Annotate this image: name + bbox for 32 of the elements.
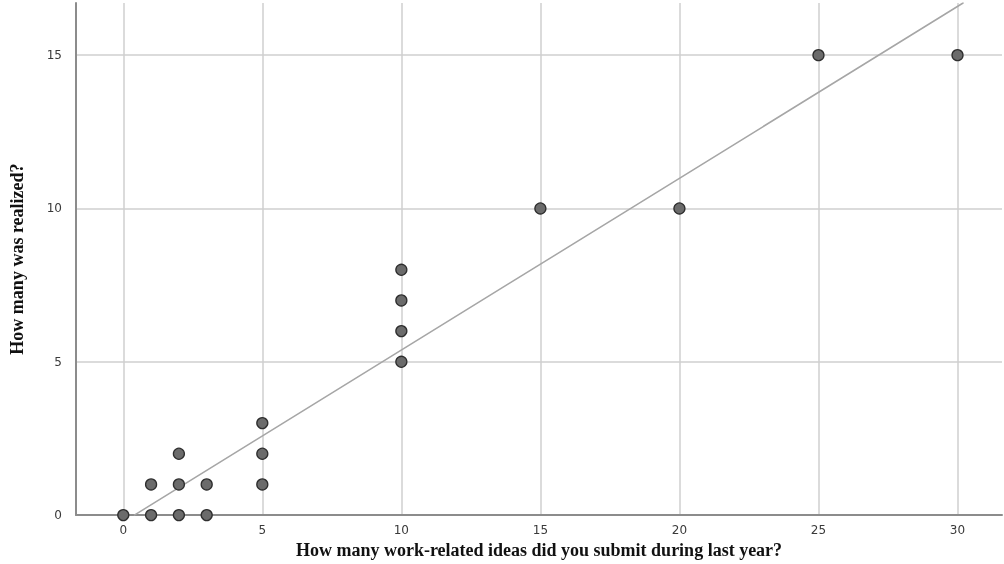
point [144, 508, 158, 522]
x-tick-label: 20 [671, 523, 688, 538]
x-tick-label: 30 [949, 523, 966, 538]
point [673, 202, 686, 215]
y-tick-label: 15 [46, 48, 62, 63]
point [172, 508, 186, 522]
point [256, 478, 269, 491]
x-tick-label: 15 [532, 523, 549, 538]
point [395, 294, 408, 307]
point [200, 478, 213, 491]
x-axis-title: How many work-related ideas did you submit during last year? [295, 540, 783, 560]
point [395, 324, 408, 338]
point [256, 416, 269, 430]
point [200, 508, 213, 522]
point [117, 508, 130, 522]
point [172, 447, 186, 460]
point [172, 478, 186, 491]
x-tick-label: 5 [258, 523, 267, 538]
point [144, 478, 158, 491]
point [395, 263, 408, 276]
point [256, 447, 269, 460]
x-tick-label: 0 [119, 523, 128, 538]
y-tick-label: 0 [54, 508, 62, 523]
point [395, 355, 408, 368]
x-tick-label: 10 [393, 523, 409, 538]
point [812, 48, 825, 62]
point [534, 202, 547, 215]
y-tick-label: 5 [54, 354, 62, 369]
point [951, 48, 964, 62]
y-axis-title: How many was realized? [7, 163, 27, 355]
y-tick-label: 10 [46, 201, 62, 216]
x-tick-label: 25 [810, 523, 827, 538]
